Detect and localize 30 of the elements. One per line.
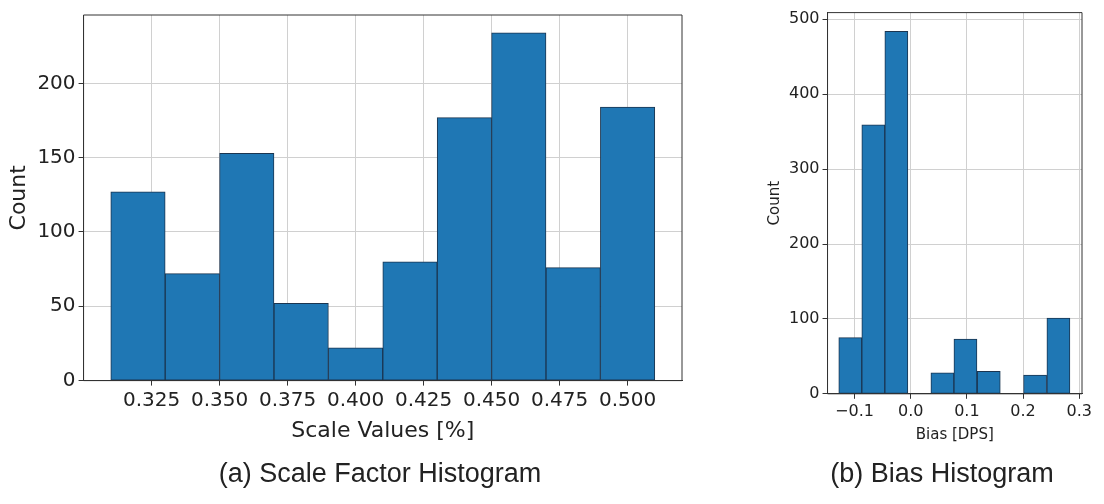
y-tick-label: 50 bbox=[50, 292, 76, 317]
x-tick-label: 0.500 bbox=[598, 386, 657, 411]
text: (b) Bias Histogram bbox=[829, 458, 1055, 489]
y-tick-label: 500 bbox=[788, 8, 820, 28]
y-tick-label: 0 bbox=[809, 382, 820, 402]
x-tick-label: 0.2 bbox=[1010, 400, 1036, 420]
y-tick-label: 400 bbox=[788, 83, 820, 103]
x-axis-title: Bias [DPS] bbox=[915, 424, 994, 443]
y-axis-title: Count bbox=[4, 164, 30, 231]
x-tick-label: 0.1 bbox=[954, 400, 980, 420]
y-tick-label: 150 bbox=[37, 143, 76, 168]
x-tick-label: 0.475 bbox=[530, 386, 589, 411]
x-tick-label: 0.450 bbox=[462, 386, 521, 411]
x-tick-label: 0.350 bbox=[190, 386, 249, 411]
x-tick-label: 0.0 bbox=[897, 400, 924, 420]
y-tick-label: 100 bbox=[37, 218, 76, 243]
text: (a) Scale Factor Histogram bbox=[217, 458, 543, 489]
x-tick-label: 0.375 bbox=[258, 386, 317, 411]
x-tick-label: −0.1 bbox=[835, 400, 874, 420]
y-axis-title: Count bbox=[764, 180, 783, 226]
x-tick-label: 0.3 bbox=[1066, 400, 1092, 420]
y-tick-label: 200 bbox=[788, 233, 820, 253]
y-tick-label: 200 bbox=[37, 69, 76, 94]
x-tick-label: 0.425 bbox=[394, 386, 453, 411]
y-tick-label: 100 bbox=[788, 308, 820, 328]
x-axis-title: Scale Values [%] bbox=[291, 416, 475, 442]
y-tick-label: 0 bbox=[62, 366, 76, 391]
y-tick-label: 300 bbox=[788, 158, 820, 178]
x-tick-label: 0.400 bbox=[326, 386, 385, 411]
x-tick-label: 0.325 bbox=[122, 386, 181, 411]
